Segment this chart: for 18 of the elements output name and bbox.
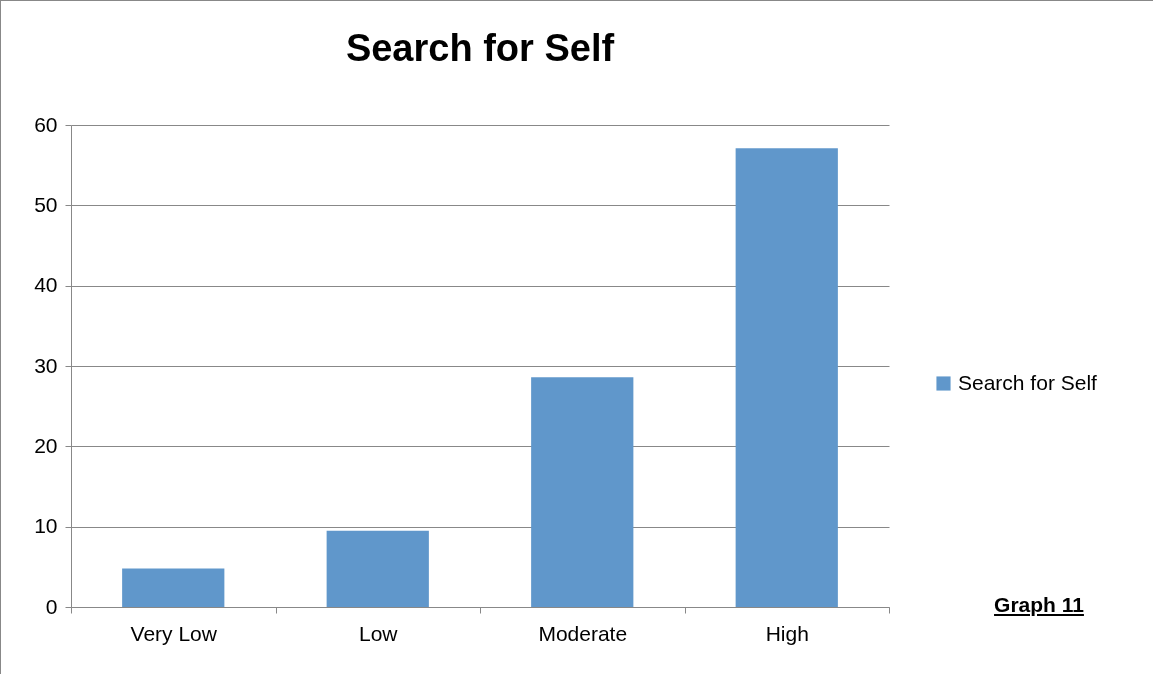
y-tick-label: 10 (34, 514, 58, 538)
x-tick-label: Moderate (538, 621, 628, 645)
bar (735, 148, 838, 607)
y-tick-label: 0 (45, 594, 58, 618)
legend-label: Search for Self (958, 370, 1098, 394)
y-tick-label: 50 (34, 192, 58, 216)
chart-title: Search for Self (345, 27, 615, 69)
bar (326, 530, 429, 607)
x-tick-label: High (765, 621, 809, 645)
caption: Graph 11 (993, 593, 1085, 617)
bar (531, 377, 634, 607)
y-tick-label: 40 (34, 273, 58, 297)
y-tick-label: 60 (34, 112, 58, 136)
x-tick-label: Very Low (130, 621, 218, 645)
bar (122, 568, 225, 607)
y-tick-label: 20 (34, 433, 58, 457)
y-tick-label: 30 (34, 353, 58, 377)
x-tick-label: Low (358, 621, 399, 645)
